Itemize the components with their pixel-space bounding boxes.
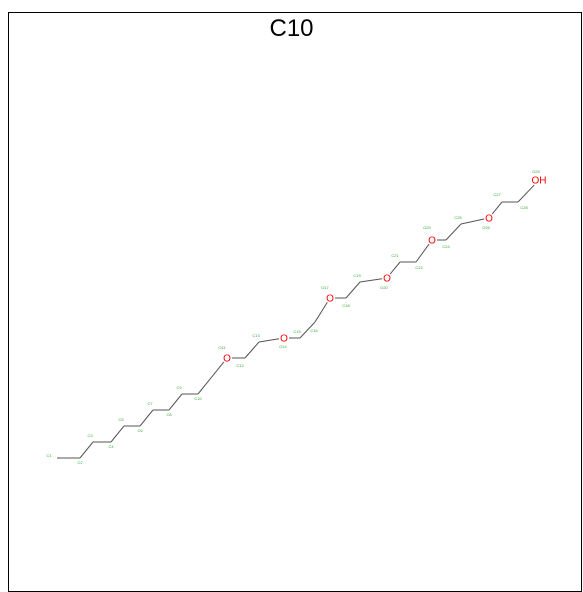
atom-label-o20: O20 [380, 285, 388, 290]
bond-C18-C19 [345, 281, 361, 299]
bond-C28-O29 [517, 184, 535, 203]
atom-label-c8: C8 [166, 412, 172, 417]
atom-label-c1: C1 [46, 453, 52, 458]
atom-symbol-o17: O [326, 294, 334, 305]
molecule-frame [8, 12, 582, 592]
atom-symbol-layer: O O O O O O OH [223, 176, 546, 365]
atom-label-c21: C21 [391, 253, 399, 258]
atom-label-layer: C1 C2 C3 C4 C5 C6 C7 C8 C9 C10 O11 C12 C13 O14 C15 C16 O… [46, 169, 540, 465]
atom-label-o17: O17 [321, 285, 329, 290]
atom-label-c28: C28 [520, 205, 528, 210]
atom-symbol-o20: O [383, 274, 391, 285]
bond-C24-C25 [445, 223, 462, 241]
atom-label-o29: O29 [532, 169, 540, 174]
bond-C13-O14 [258, 338, 280, 343]
atom-label-c12: C12 [236, 363, 244, 368]
atom-symbol-o23: O [428, 236, 436, 247]
atom-label-c2: C2 [77, 460, 83, 465]
atom-symbol-o11: O [223, 354, 231, 365]
bond-C15-C16 [299, 321, 316, 339]
bond-O26-C27 [491, 201, 503, 215]
atom-label-o23: O23 [423, 225, 431, 230]
bond-C19-O20 [359, 278, 383, 283]
atom-label-c24: C24 [442, 244, 450, 249]
atom-label-c18: C18 [342, 303, 350, 308]
atom-label-c5: C5 [118, 417, 124, 422]
atom-label-o11: O11 [218, 345, 226, 350]
molecule-title: C10 [269, 15, 314, 42]
bond-C22-O23 [415, 243, 430, 263]
atom-label-c27: C27 [493, 192, 501, 197]
bond-layer [57, 184, 535, 459]
bond-C16-O17 [314, 301, 328, 323]
atom-label-c4: C4 [108, 444, 114, 449]
bond-C12-C13 [244, 341, 260, 359]
atom-label-o26: O26 [482, 225, 490, 230]
atom-symbol-o26: O [485, 214, 493, 225]
atom-label-c10: C10 [194, 396, 202, 401]
bond-C6-C7 [139, 409, 154, 427]
atom-symbol-o29: OH [532, 176, 547, 187]
atom-symbol-o14: O [280, 334, 288, 345]
bond-C2-C3 [79, 441, 94, 459]
atom-label-c16: C16 [310, 328, 318, 333]
atom-label-c13: C13 [252, 333, 260, 338]
bond-C25-O26 [460, 218, 485, 225]
atom-label-c3: C3 [87, 433, 93, 438]
bond-O20-C21 [389, 261, 401, 275]
bond-C4-C5 [110, 425, 125, 443]
atom-label-c15: C15 [293, 329, 301, 334]
atom-label-c7: C7 [147, 401, 153, 406]
atom-label-c22: C22 [415, 265, 423, 270]
bond-C10-O11 [197, 361, 225, 395]
atom-label-c9: C9 [176, 385, 182, 390]
bond-C8-C9 [168, 393, 183, 411]
atom-label-c6: C6 [137, 428, 143, 433]
atom-label-o14: O14 [279, 344, 287, 349]
atom-label-c25: C25 [454, 215, 462, 220]
atom-label-c19: C19 [353, 273, 361, 278]
